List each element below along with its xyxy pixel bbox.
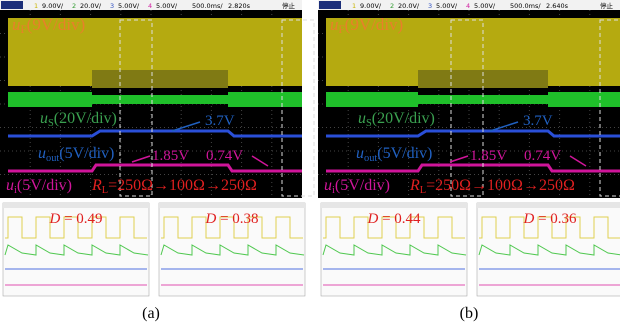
trace-label: RL=250Ω→100Ω→250Ω — [91, 177, 257, 196]
status-text: 5.00V/ — [474, 2, 496, 10]
zoom-status — [477, 203, 620, 208]
zoom-panel: D = 0.44 — [321, 203, 467, 296]
value-label: 3.7V — [205, 113, 235, 129]
status-text: 1 — [34, 2, 38, 10]
label-symbol: R — [409, 177, 420, 194]
label-rest: (5V/div) — [17, 177, 72, 194]
status-logo — [319, 1, 341, 9]
status-logo — [1, 1, 23, 9]
duty-value: = 0.49 — [60, 211, 102, 227]
status-text: 停止 — [282, 1, 296, 10]
status-text: 9.00V/ — [42, 2, 64, 10]
label-rest: (9V/div) — [345, 15, 404, 34]
label-subscript: out — [46, 153, 59, 164]
zoom-panel: D = 0.38 — [159, 203, 305, 296]
duty-symbol: D — [366, 211, 378, 227]
status-text: 4 — [148, 2, 152, 10]
duty-label: D = 0.44 — [366, 211, 421, 227]
value-label: 1.85V — [152, 148, 189, 164]
duty-value: = 0.38 — [216, 211, 258, 227]
status-text: 9.00V/ — [360, 2, 382, 10]
label-rest: (20V/div) — [372, 110, 435, 127]
label-symbol: u — [6, 177, 14, 194]
status-text: 2.820s — [228, 2, 251, 10]
caption: (b) — [460, 305, 479, 322]
panel: 1 9.00V/2 20.0V/3 5.00V/4 5.00V/500.0ms/2.64… — [318, 0, 620, 322]
label-symbol: u — [324, 177, 332, 194]
status-text: 2 — [72, 2, 76, 10]
label-symbol: u — [358, 110, 366, 127]
panel: 1 9.00V/2 20.0V/3 5.00V/4 5.00V/500.0ms/2.82… — [0, 0, 314, 322]
label-rest: =250Ω→100Ω→250Ω — [426, 177, 575, 194]
duty-symbol: D — [522, 211, 534, 227]
status-text: 4 — [466, 2, 470, 10]
status-text: 5.00V/ — [118, 2, 140, 10]
label-rest: (20V/div) — [54, 110, 117, 127]
label-rest: (5V/div) — [59, 145, 114, 162]
label-symbol: u — [356, 145, 364, 162]
label-symbol: u — [40, 110, 48, 127]
status-text: 2 — [390, 2, 394, 10]
value-label: 1.85V — [470, 148, 507, 164]
duty-symbol: D — [48, 211, 60, 227]
status-text: 1 — [352, 2, 356, 10]
value-label: 3.7V — [523, 113, 553, 129]
zoom-status — [321, 203, 467, 208]
value-label: 0.74V — [524, 148, 561, 164]
status-text: 3 — [428, 2, 432, 10]
duty-value: = 0.44 — [378, 211, 421, 227]
figure: 1 9.00V/2 20.0V/3 5.00V/4 5.00V/500.0ms/2.82… — [0, 0, 620, 324]
status-text: 5.00V/ — [436, 2, 458, 10]
status-text: 20.0V/ — [398, 2, 420, 10]
label-symbol: R — [91, 177, 102, 194]
duty-label: D = 0.49 — [48, 211, 102, 227]
status-text: 20.0V/ — [80, 2, 102, 10]
duty-symbol: D — [204, 211, 216, 227]
value-label: 0.74V — [206, 148, 243, 164]
label-rest: (5V/div) — [335, 177, 390, 194]
caption: (a) — [142, 305, 160, 322]
label-rest: (9V/div) — [27, 15, 86, 34]
label-symbol: u — [12, 15, 21, 34]
duty-label: D = 0.38 — [204, 211, 258, 227]
label-symbol: u — [38, 145, 46, 162]
label-rest: (5V/div) — [377, 145, 432, 162]
status-text: 5.00V/ — [156, 2, 178, 10]
duty-value: = 0.36 — [534, 211, 577, 227]
zoom-panel: D = 0.36 — [477, 203, 620, 296]
status-text: 500.0ms/ — [192, 2, 223, 10]
status-text: 500.0ms/ — [510, 2, 541, 10]
waveform-uf-low — [92, 70, 228, 88]
label-subscript: out — [364, 153, 377, 164]
trace-label: RL=250Ω→100Ω→250Ω — [409, 177, 575, 196]
zoom-status — [3, 203, 149, 208]
zoom-panel: D = 0.49 — [3, 203, 149, 296]
label-rest: =250Ω→100Ω→250Ω — [108, 177, 257, 194]
label-symbol: u — [330, 15, 339, 34]
zoom-status — [159, 203, 305, 208]
duty-label: D = 0.36 — [522, 211, 577, 227]
status-text: 停止 — [600, 1, 614, 10]
status-text: 3 — [110, 2, 114, 10]
status-text: 2.640s — [546, 2, 569, 10]
